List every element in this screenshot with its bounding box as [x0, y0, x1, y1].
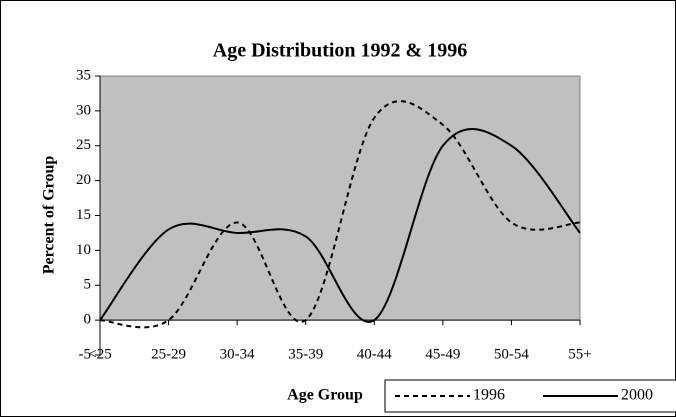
x-tick-label: 55+	[568, 346, 591, 362]
x-axis-title: Age Group	[287, 387, 363, 404]
x-tick-label: 45-49	[425, 346, 460, 362]
legend-label: 2000	[621, 387, 653, 404]
y-tick-label: 30	[76, 102, 91, 118]
plot-area	[99, 75, 581, 321]
x-tick-label: <25	[88, 346, 111, 362]
y-tick-label: 5	[84, 277, 92, 293]
y-tick-label: -5	[79, 346, 92, 362]
x-tick-label: 35-39	[288, 346, 323, 362]
y-tick-label: 10	[76, 242, 91, 258]
series-line	[99, 100, 581, 329]
x-tick-label: 50-54	[494, 346, 529, 362]
legend-label: 1996	[473, 387, 505, 404]
y-tick-label: 15	[76, 207, 91, 223]
y-tick-label: 25	[76, 137, 91, 153]
y-tick-label: 35	[76, 67, 91, 83]
chart-title: Age Distribution 1992 & 1996	[213, 40, 467, 62]
x-tick-label: 40-44	[357, 346, 392, 362]
y-tick-label: 20	[76, 172, 91, 188]
y-axis-title: Percent of Group	[41, 156, 58, 275]
x-tick-label: 30-34	[220, 346, 255, 362]
series-line	[99, 128, 581, 323]
x-tick-label: 25-29	[151, 346, 186, 362]
y-tick-label: 0	[84, 312, 92, 328]
